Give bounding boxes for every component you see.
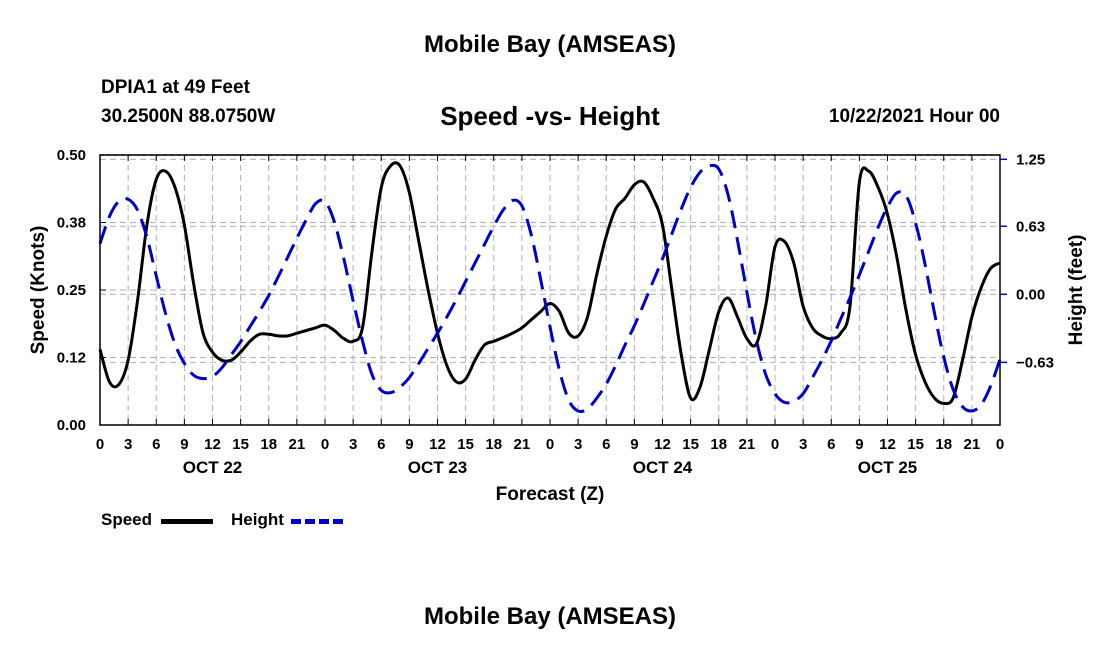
footer-title: Mobile Bay (AMSEAS) [423,603,677,630]
x-tick-label: 12 [429,436,446,453]
main-title: Mobile Bay (AMSEAS) [423,31,677,58]
x-tick-label: 3 [349,436,357,453]
day-label: OCT 25 [858,458,918,477]
x-tick-label: 21 [514,436,531,453]
x-tick-label: 12 [879,436,896,453]
chart-title: Speed -vs- Height [440,101,660,131]
x-tick-label: 12 [654,436,671,453]
series-layer [98,161,1002,414]
y2-tick-label: −0.63 [1016,354,1054,371]
x-tick-label: 6 [152,436,160,453]
y2-tick-label: 0.00 [1016,286,1045,303]
x-tick-label: 9 [180,436,188,453]
axis-ticks [99,154,1007,426]
y-tick-label: 0.00 [57,417,86,434]
x-tick-label: 0 [996,436,1004,453]
x-tick-label: 18 [935,436,952,453]
legend-speed-label: Speed [101,510,153,529]
y2-axis-label: Height (feet) [1066,235,1087,346]
x-tick-label: 6 [377,436,385,453]
legend-height-line [291,519,343,524]
x-tick-label: 0 [96,436,104,453]
x-tick-label: 0 [321,436,329,453]
series-height-line [98,163,1002,414]
x-tick-label: 21 [739,436,756,453]
x-tick-label: 15 [907,436,924,453]
y2-tick-label: 0.63 [1016,218,1045,235]
axis-tick-labels: 0 3 6 9 12 15 18 21 0 3 6 9 12 15 18 21 0 3 6 9 12 15 18 21 0 3 6 9… [57,147,1054,477]
x-tick-label: 15 [457,436,474,453]
y2-tick-label: 1.25 [1016,151,1045,168]
y-tick-label: 0.12 [57,350,86,367]
x-tick-label: 3 [799,436,807,453]
x-tick-label: 21 [964,436,981,453]
x-tick-label: 6 [827,436,835,453]
x-tick-label: 18 [710,436,727,453]
x-axis-label: Forecast (Z) [496,484,605,505]
x-tick-label: 3 [574,436,582,453]
x-tick-label: 21 [289,436,306,453]
x-tick-label: 12 [204,436,221,453]
coordinates-label: 30.2500N 88.0750W [101,106,276,127]
day-label: OCT 24 [633,458,693,477]
x-tick-label: 0 [771,436,779,453]
x-tick-label: 9 [405,436,413,453]
day-label: OCT 23 [408,458,468,477]
datetime-label: 10/22/2021 Hour 00 [828,106,1000,127]
x-tick-label: 18 [260,436,277,453]
y-tick-label: 0.38 [57,215,86,232]
grid-lines [100,155,1000,425]
station-label: DPIA1 at 49 Feet [101,77,250,98]
x-tick-label: 3 [124,436,132,453]
x-tick-label: 9 [855,436,863,453]
legend-speed-line [161,519,213,524]
y-tick-label: 0.50 [57,147,86,164]
y-axis-label: Speed (Knots) [28,226,49,355]
x-tick-label: 18 [485,436,502,453]
day-label: OCT 22 [183,458,243,477]
legend-height-label: Height [231,510,284,529]
y-tick-label: 0.25 [57,282,86,299]
x-tick-label: 9 [630,436,638,453]
x-tick-label: 6 [602,436,610,453]
x-tick-label: 0 [546,436,554,453]
x-tick-label: 15 [232,436,249,453]
x-tick-label: 15 [682,436,699,453]
